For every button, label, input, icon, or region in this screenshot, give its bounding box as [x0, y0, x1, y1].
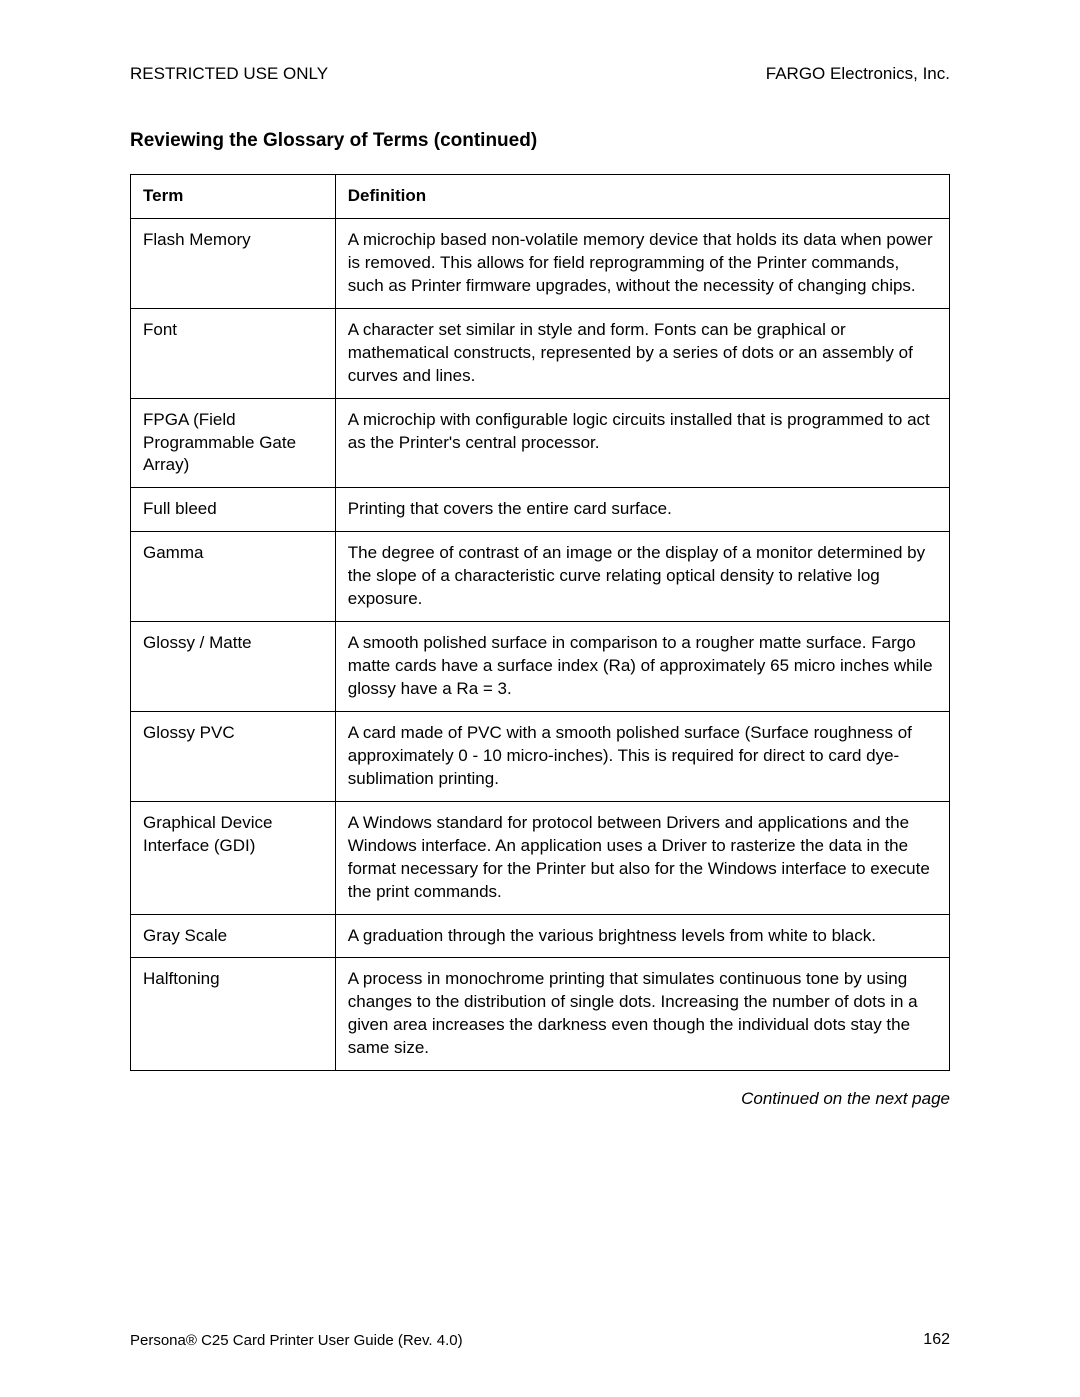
cell-definition: A character set similar in style and for…	[335, 308, 949, 398]
cell-term: Flash Memory	[131, 218, 336, 308]
table-row: Halftoning A process in monochrome print…	[131, 958, 950, 1071]
page-footer: Persona® C25 Card Printer User Guide (Re…	[130, 1331, 950, 1349]
cell-definition: A Windows standard for protocol between …	[335, 801, 949, 914]
table-row: Flash Memory A microchip based non-volat…	[131, 218, 950, 308]
section-title: Reviewing the Glossary of Terms (continu…	[130, 130, 950, 152]
header-right-text: FARGO Electronics, Inc.	[766, 64, 950, 84]
cell-definition: A process in monochrome printing that si…	[335, 958, 949, 1071]
cell-definition: A microchip based non-volatile memory de…	[335, 218, 949, 308]
cell-definition: A microchip with configurable logic circ…	[335, 398, 949, 488]
page-number: 162	[923, 1331, 950, 1349]
table-row: Font A character set similar in style an…	[131, 308, 950, 398]
table-row: Graphical Device Interface (GDI) A Windo…	[131, 801, 950, 914]
table-header-row: Term Definition	[131, 175, 950, 219]
col-header-term: Term	[131, 175, 336, 219]
cell-definition: A graduation through the various brightn…	[335, 914, 949, 958]
glossary-table: Term Definition Flash Memory A microchip…	[130, 174, 950, 1071]
cell-definition: The degree of contrast of an image or th…	[335, 532, 949, 622]
table-row: Gamma The degree of contrast of an image…	[131, 532, 950, 622]
cell-term: FPGA (Field Programmable Gate Array)	[131, 398, 336, 488]
cell-term: Glossy PVC	[131, 711, 336, 801]
cell-term: Full bleed	[131, 488, 336, 532]
table-row: Gray Scale A graduation through the vari…	[131, 914, 950, 958]
glossary-body: Flash Memory A microchip based non-volat…	[131, 218, 950, 1070]
continued-note: Continued on the next page	[130, 1089, 950, 1109]
cell-definition: A smooth polished surface in comparison …	[335, 622, 949, 712]
page-header: RESTRICTED USE ONLY FARGO Electronics, I…	[130, 64, 950, 84]
cell-term: Font	[131, 308, 336, 398]
cell-definition: A card made of PVC with a smooth polishe…	[335, 711, 949, 801]
table-row: Glossy PVC A card made of PVC with a smo…	[131, 711, 950, 801]
table-row: Full bleed Printing that covers the enti…	[131, 488, 950, 532]
cell-term: Gamma	[131, 532, 336, 622]
table-row: Glossy / Matte A smooth polished surface…	[131, 622, 950, 712]
cell-term: Gray Scale	[131, 914, 336, 958]
table-row: FPGA (Field Programmable Gate Array) A m…	[131, 398, 950, 488]
col-header-definition: Definition	[335, 175, 949, 219]
footer-left-text: Persona® C25 Card Printer User Guide (Re…	[130, 1332, 463, 1349]
header-left-text: RESTRICTED USE ONLY	[130, 64, 328, 84]
cell-term: Halftoning	[131, 958, 336, 1071]
cell-term: Graphical Device Interface (GDI)	[131, 801, 336, 914]
cell-term: Glossy / Matte	[131, 622, 336, 712]
cell-definition: Printing that covers the entire card sur…	[335, 488, 949, 532]
page-container: RESTRICTED USE ONLY FARGO Electronics, I…	[0, 0, 1080, 1397]
